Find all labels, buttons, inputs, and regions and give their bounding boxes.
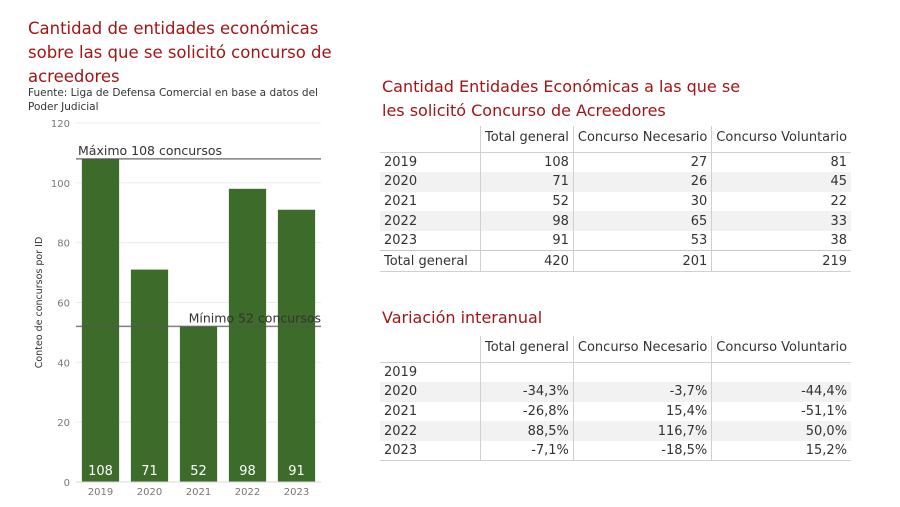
table2-header-necesario: Concurso Necesario [572, 336, 712, 362]
cell-necesario: 15,4% [572, 401, 712, 422]
bar-chart: 0 20 40 60 80 100 120 Conteo de concursos por I… [34, 119, 321, 498]
reference-line-label: Mínimo 52 concursos [189, 310, 321, 325]
x-tick-label: 2019 [88, 487, 113, 498]
table1-row-total: Total general 420 201 219 [380, 250, 852, 273]
cell-total: 52 [480, 191, 574, 212]
row-label: 2023 [380, 440, 481, 462]
cell-total: 108 [480, 151, 574, 173]
x-tick-label: 2021 [186, 487, 211, 498]
y-tick-label: 120 [51, 119, 70, 130]
cell-necesario: 201 [572, 250, 712, 273]
variation-table: Total general Concurso Necesario Concurs… [380, 336, 852, 462]
table1-row-2023: 2023 91 53 38 [380, 230, 852, 251]
chart-title: Cantidad de entidades económicas sobre l… [28, 19, 332, 86]
table1-title: Cantidad Entidades Económicas a las que … [382, 77, 741, 120]
row-label: 2021 [384, 403, 418, 419]
cell-voluntario: 38 [711, 230, 852, 251]
cell-necesario: 53 [572, 230, 712, 251]
row-label: 2022 [380, 211, 481, 231]
cell-necesario: 26 [572, 172, 712, 192]
cell-necesario: -3,7% [572, 382, 712, 402]
cell-voluntario [711, 361, 852, 383]
row-label: 2020 [380, 382, 481, 402]
table2-row-2020: 2020 -34,3% -3,7% -44,4% [380, 382, 852, 402]
table2-row-2019: 2019 [380, 361, 852, 383]
cell-total: -7,1% [480, 440, 574, 462]
row-label: 2022 [380, 421, 481, 441]
x-tick-label: 2020 [137, 487, 162, 498]
bar-value-label: 71 [141, 464, 158, 479]
row-label: Total general [380, 250, 481, 273]
cell-necesario: 30 [572, 191, 712, 212]
cell-total: 420 [480, 250, 574, 273]
table2-header-voluntario: Concurso Voluntario [711, 336, 852, 362]
cell-necesario: 116,7% [572, 421, 712, 441]
y-tick-label: 60 [57, 299, 70, 310]
y-tick-label: 40 [57, 358, 70, 369]
cell-total: -26,8% [480, 401, 574, 422]
bar-value-label: 91 [288, 464, 305, 479]
bar [130, 269, 169, 482]
table1-header-voluntario: Concurso Voluntario [711, 126, 852, 152]
table2-row-2022: 2022 88,5% 116,7% 50,0% [380, 421, 852, 441]
cell-necesario: 65 [572, 211, 712, 231]
table1-header-necesario: Concurso Necesario [572, 126, 712, 152]
cell-necesario: 27 [572, 151, 712, 173]
reference-line-label: Máximo 108 concursos [78, 143, 222, 158]
row-label: 2019 [380, 361, 481, 383]
table2-corner [380, 336, 481, 362]
cell-voluntario: 22 [711, 191, 852, 212]
bar [228, 188, 267, 483]
x-tick-label: 2022 [235, 487, 260, 498]
cell-voluntario: 15,2% [711, 440, 852, 462]
x-tick-label: 2023 [284, 487, 309, 498]
table2-row-2023: 2023 -7,1% -18,5% 15,2% [380, 440, 852, 462]
y-tick-label: 20 [57, 418, 70, 429]
cell-total: 98 [480, 211, 574, 231]
bar-value-label: 52 [190, 464, 207, 479]
table1-header-total: Total general [480, 126, 574, 152]
cell-voluntario: 81 [711, 151, 852, 173]
row-label: 2021 [384, 193, 418, 209]
cell-total: 71 [480, 172, 574, 192]
table1-row-2022: 2022 98 65 33 [380, 211, 852, 231]
cell-voluntario: 219 [711, 250, 852, 273]
y-tick-label: 100 [51, 179, 70, 190]
row-label: 2019 [380, 151, 481, 173]
y-tick-label: 80 [57, 239, 70, 250]
bar [277, 209, 316, 482]
cell-total: 91 [480, 230, 574, 251]
row-label: 2020 [380, 172, 481, 192]
cell-total: 88,5% [480, 421, 574, 441]
cell-total [480, 361, 574, 383]
cell-necesario [572, 361, 712, 383]
cell-total: -34,3% [480, 382, 574, 402]
table1-row-2019: 2019 108 27 81 [380, 151, 852, 173]
table2-title: Variación interanual [382, 308, 543, 327]
chart-source: Fuente: Liga de Defensa Comercial en bas… [28, 87, 318, 113]
cell-voluntario: -44,4% [711, 382, 852, 402]
table1-corner [380, 126, 481, 152]
bar-value-label: 108 [88, 464, 113, 479]
table2-header-total: Total general [480, 336, 574, 362]
table1-row-2021: 2021 52 30 22 [380, 191, 852, 212]
bar [81, 158, 120, 482]
y-axis-label: Conteo de concursos por ID [34, 237, 45, 369]
cell-voluntario: -51,1% [711, 401, 852, 422]
counts-table: Total general Concurso Necesario Concurs… [380, 126, 852, 273]
bar [179, 326, 218, 482]
row-label: 2023 [384, 233, 418, 249]
cell-voluntario: 33 [711, 211, 852, 231]
bar-value-label: 98 [239, 464, 256, 479]
cell-necesario: -18,5% [572, 440, 712, 462]
cell-voluntario: 45 [711, 172, 852, 192]
table2-row-2021: 2021 -26,8% 15,4% -51,1% [380, 401, 852, 422]
table1-row-2020: 2020 71 26 45 [380, 172, 852, 192]
cell-voluntario: 50,0% [711, 421, 852, 441]
y-tick-label: 0 [64, 478, 70, 489]
